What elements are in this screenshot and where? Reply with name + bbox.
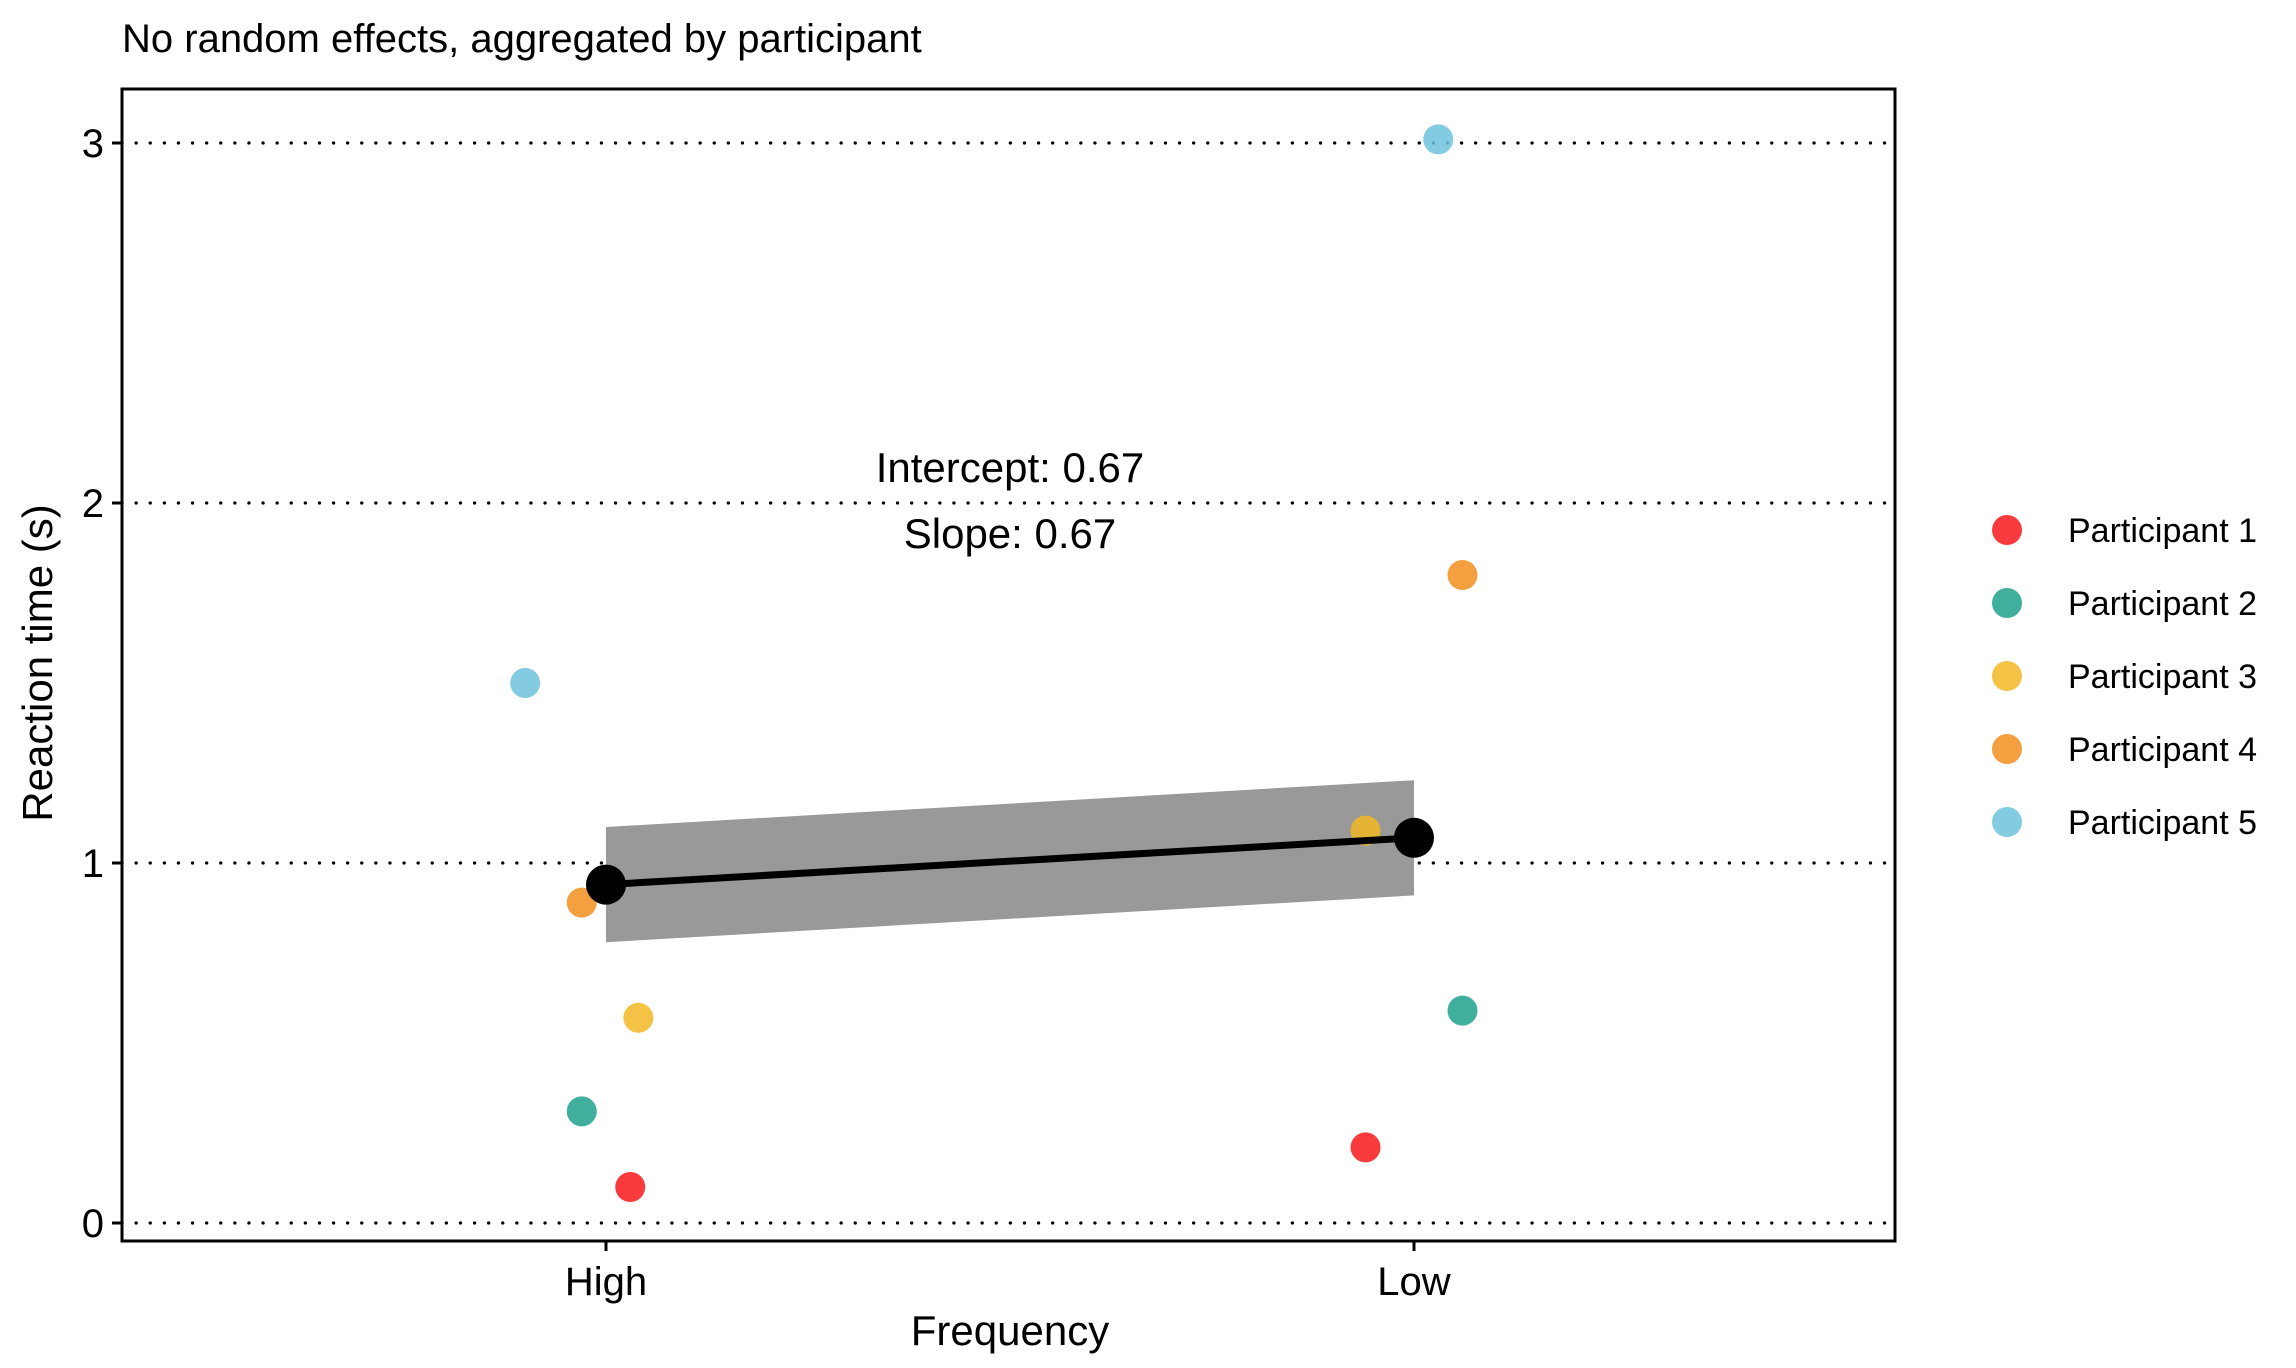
legend-label-participant-3: Participant 3 [2068, 658, 2257, 696]
model-fit-line [605, 834, 1415, 889]
model-estimate-point [1394, 817, 1434, 858]
x-tick-label: High [565, 1260, 647, 1304]
model-fit [586, 817, 1434, 905]
y-tick-label: 0 [82, 1202, 104, 1246]
participant-2-point [1447, 995, 1478, 1026]
y-tick-label: 1 [82, 842, 104, 886]
participant-2-point [566, 1096, 597, 1127]
participant-5-point [1423, 124, 1454, 155]
participant-4-point [1447, 560, 1478, 590]
plot-panel-border [120, 87, 1897, 1243]
participant-points [510, 124, 1478, 1202]
x-tick-label: Low [1377, 1260, 1450, 1304]
y-axis-title: Reaction time (s) [14, 504, 61, 821]
y-axis: 0 1 2 3 [82, 122, 122, 1246]
legend-key-participant-4 [1992, 734, 2022, 764]
legend-label-participant-5: Participant 5 [2068, 804, 2257, 842]
participant-5-point [510, 668, 541, 698]
x-axis: High Low [565, 1241, 1451, 1304]
participant-3-point [623, 1002, 654, 1033]
y-tick-label: 3 [82, 122, 104, 166]
legend-key-participant-3 [1992, 661, 2022, 691]
participant-1-point [1350, 1132, 1381, 1163]
legend-label-participant-4: Participant 4 [2068, 731, 2257, 769]
x-axis-title: Frequency [911, 1307, 1109, 1354]
legend: Participant 1 Participant 2 Participant 3 P… [1992, 512, 2257, 842]
model-estimate-point [586, 864, 626, 905]
y-tick-label: 2 [82, 482, 104, 526]
annotation-slope: Slope: 0.67 [904, 510, 1117, 557]
annotation-intercept: Intercept: 0.67 [876, 444, 1145, 491]
chart-subtitle: No random effects, aggregated by partici… [122, 17, 922, 61]
legend-key-participant-2 [1992, 588, 2022, 618]
legend-key-participant-5 [1992, 807, 2022, 837]
legend-label-participant-2: Participant 2 [2068, 585, 2257, 623]
grid-lines [120, 141, 1897, 1225]
legend-key-participant-1 [1992, 515, 2022, 545]
participant-1-point [615, 1172, 646, 1202]
legend-label-participant-1: Participant 1 [2068, 512, 2257, 550]
